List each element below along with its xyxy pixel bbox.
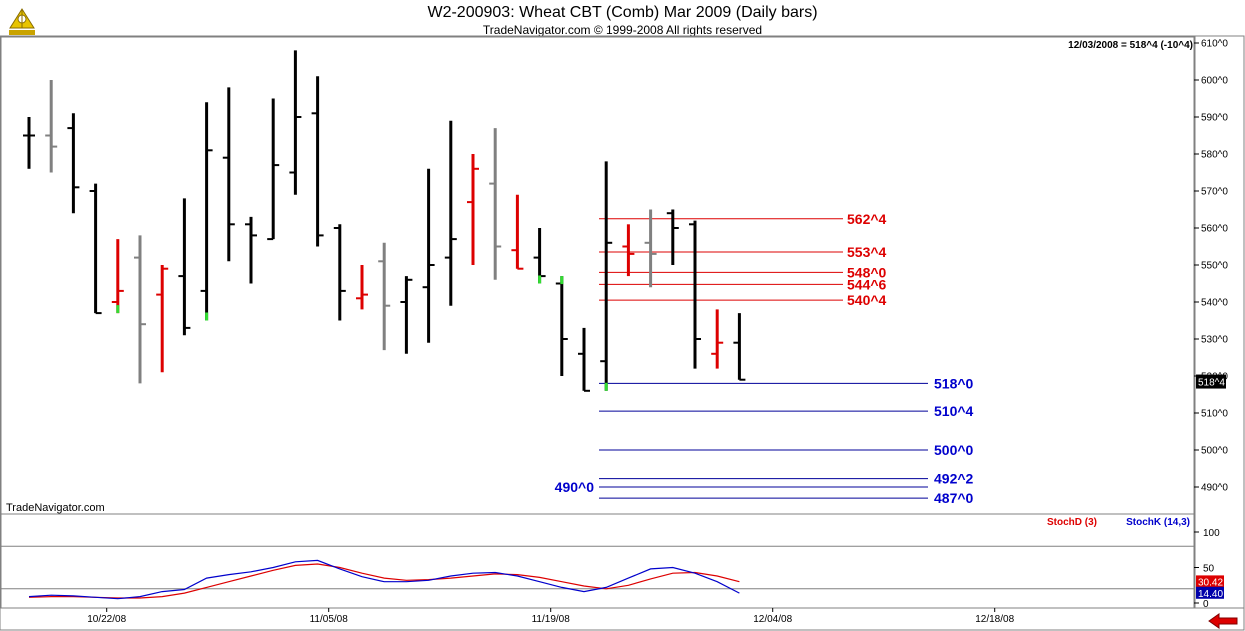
stoch-d-value-label: 30.42 — [1198, 577, 1223, 588]
ohlc-bar — [156, 265, 169, 373]
current-price-marker: 518^4 — [1196, 374, 1226, 389]
stochastic-panel — [0, 513, 1196, 609]
current-price-label: 518^4 — [1198, 378, 1225, 389]
resistance-level-label: 544^6 — [847, 276, 887, 292]
stoch-k-value-label: 14.40 — [1198, 589, 1223, 600]
time-tick-label: 10/22/08 — [87, 614, 126, 625]
ohlc-bar — [444, 120, 457, 306]
ohlc-bar — [89, 183, 102, 315]
ohlc-bar — [134, 235, 146, 384]
ohlc-bar — [622, 224, 635, 277]
ohlc-bar — [333, 224, 346, 321]
resistance-level-label: 548^0 — [847, 264, 887, 280]
trade-navigator-logo-icon — [9, 8, 35, 35]
ohlc-bar — [289, 50, 302, 195]
stoch-k-value-box — [1196, 586, 1224, 599]
price-tick-label: 490^0 — [1201, 483, 1228, 494]
stochastic-tick-label: 100 — [1203, 528, 1220, 539]
support-level-label: 518^0 — [934, 375, 974, 391]
ohlc-bar — [67, 113, 80, 214]
price-panel — [0, 36, 1196, 515]
legend-stoch-d: StochD (3) — [1047, 517, 1097, 528]
ohlc-bar — [23, 117, 35, 169]
time-tick-label: 12/04/08 — [753, 614, 792, 625]
ohlc-bar — [555, 276, 568, 376]
current-price-box — [1196, 374, 1226, 389]
ohlc-bar — [533, 228, 546, 284]
ohlc-bar — [711, 309, 724, 369]
scroll-left-arrow-icon[interactable] — [1207, 613, 1239, 629]
ohlc-bar — [400, 276, 413, 354]
price-tick-label: 560^0 — [1201, 224, 1228, 235]
price-tick-label: 540^0 — [1201, 298, 1228, 309]
price-tick-label: 590^0 — [1201, 113, 1228, 124]
support-level-label: 500^0 — [934, 442, 974, 458]
ohlc-bar — [644, 209, 657, 288]
stochastic-tick-label: 0 — [1203, 599, 1209, 610]
price-tick-label: 580^0 — [1201, 150, 1228, 161]
resistance-level-label: 553^4 — [847, 244, 887, 260]
stochastic-series-line — [28, 563, 740, 599]
price-tick-label: 570^0 — [1201, 187, 1228, 198]
resistance-level-label: 562^4 — [847, 211, 887, 227]
price-tick-label: 510^0 — [1201, 409, 1228, 420]
price-tick-label: 550^0 — [1201, 261, 1228, 272]
watermark-label: TradeNavigator.com — [6, 502, 105, 514]
ohlc-bar — [356, 265, 368, 310]
ohlc-bar — [200, 102, 213, 321]
support-level-label: 492^2 — [934, 471, 974, 487]
ohlc-bar — [689, 220, 701, 369]
ohlc-bar — [178, 198, 191, 336]
ohlc-bar — [467, 154, 479, 265]
ohlc-bar — [733, 313, 746, 381]
ohlc-bar — [45, 80, 58, 173]
stochastic-series-line — [28, 559, 740, 600]
price-tick-label: 530^0 — [1201, 335, 1228, 346]
price-axis: 490^0500^0510^0520^0530^0540^0550^0560^0… — [1194, 39, 1228, 494]
chart-frame — [0, 35, 1245, 631]
support-level-label: 490^0 — [555, 479, 595, 495]
price-tick-label: 610^0 — [1201, 39, 1228, 50]
time-tick-label: 11/05/08 — [310, 614, 349, 625]
ohlc-bar — [600, 161, 613, 391]
ohlc-bar — [267, 98, 280, 241]
support-level-label: 487^0 — [934, 490, 974, 506]
stochastic-tick-label: 50 — [1203, 564, 1215, 575]
ohlc-bar — [422, 168, 435, 343]
ohlc-bar — [111, 239, 124, 314]
price-tick-label: 500^0 — [1201, 446, 1228, 457]
chart-title: W2-200903: Wheat CBT (Comb) Mar 2009 (Da… — [427, 4, 818, 21]
ohlc-bar — [578, 327, 590, 392]
time-tick-label: 12/18/08 — [975, 614, 1014, 625]
last-quote-label: 12/03/2008 = 518^4 (-10^4) — [1068, 40, 1193, 51]
time-tick-label: 11/19/08 — [532, 614, 571, 625]
legend-stoch-k: StochK (14,3) — [1126, 517, 1190, 528]
ohlc-bar — [511, 194, 524, 270]
ohlc-bar — [245, 216, 257, 284]
ohlc-bar — [311, 76, 324, 247]
ohlc-bar — [489, 128, 502, 280]
ohlc-bar — [666, 209, 679, 265]
copyright-subtitle: TradeNavigator.com © 1999-2008 All right… — [482, 23, 763, 37]
support-level-label: 510^4 — [934, 403, 974, 419]
ohlc-bar — [378, 242, 391, 351]
price-bars — [23, 50, 746, 392]
stoch-d-value-box — [1196, 575, 1224, 588]
price-tick-label: 600^0 — [1201, 76, 1228, 87]
stochastic-lines — [1, 545, 1194, 600]
ohlc-bar — [222, 87, 235, 262]
time-axis: 10/22/08 11/05/08 11/19/08 12/04/08 12/18/08 — [87, 608, 1015, 625]
resistance-level-label: 540^4 — [847, 292, 887, 308]
